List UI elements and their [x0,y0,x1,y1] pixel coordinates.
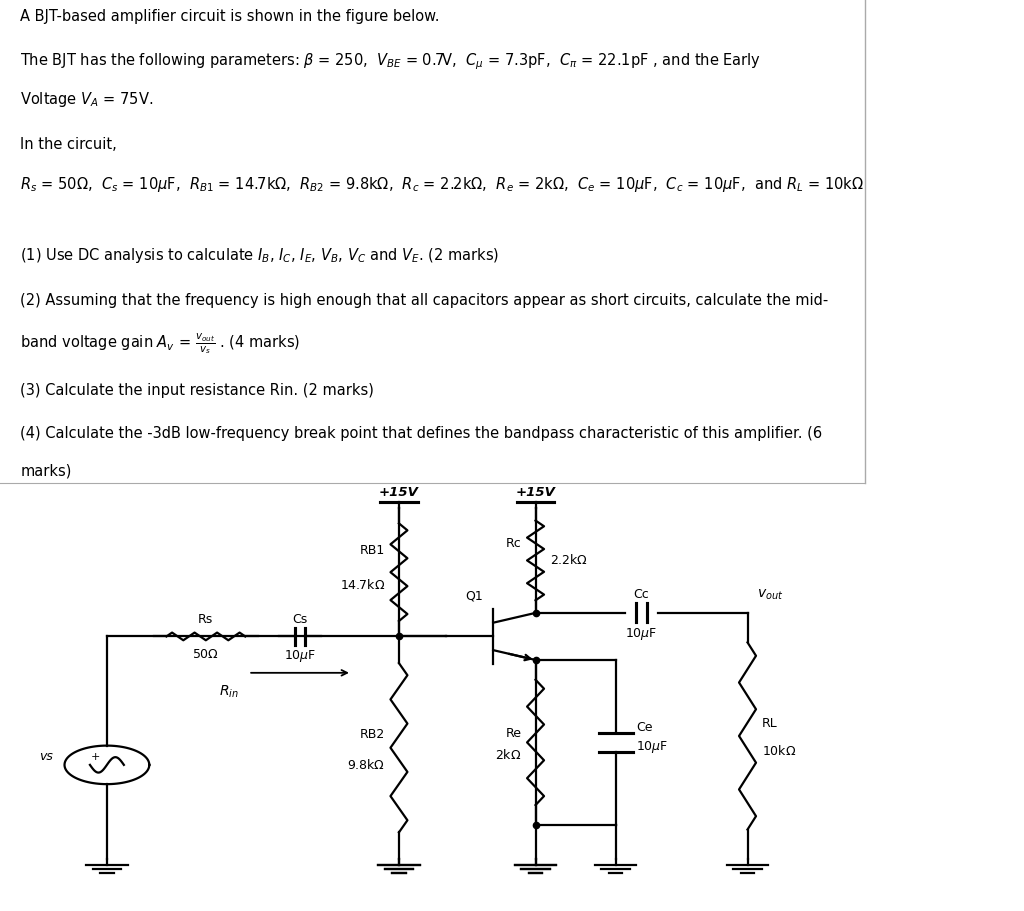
Text: Q1: Q1 [465,589,482,602]
Text: 9.8k$\Omega$: 9.8k$\Omega$ [347,758,385,772]
Text: $v_{out}$: $v_{out}$ [757,588,783,602]
Text: $R_{in}$: $R_{in}$ [219,683,240,700]
Text: (1) Use DC analysis to calculate $I_B$, $I_C$, $I_E$, $V_B$, $V_C$ and $V_E$. (2: (1) Use DC analysis to calculate $I_B$, … [20,246,500,265]
Text: vs: vs [39,750,52,763]
Text: 10$\mu$F: 10$\mu$F [284,649,316,664]
Text: (4) Calculate the -3dB low-frequency break point that defines the bandpass chara: (4) Calculate the -3dB low-frequency bre… [20,426,822,441]
Text: marks): marks) [20,464,72,479]
Text: band voltage gain $A_v$ = $\frac{v_{out}}{v_s}$ . (4 marks): band voltage gain $A_v$ = $\frac{v_{out}… [20,332,301,356]
Text: $R_s$ = 50$\Omega$,  $C_s$ = 10$\mu$F,  $R_{B1}$ = 14.7k$\Omega$,  $R_{B2}$ = 9.: $R_s$ = 50$\Omega$, $C_s$ = 10$\mu$F, $R… [20,175,864,194]
Text: Voltage $V_A$ = 75V.: Voltage $V_A$ = 75V. [20,89,154,108]
Text: 50$\Omega$: 50$\Omega$ [193,649,219,661]
Text: Cs: Cs [293,613,307,626]
Text: 2.2k$\Omega$: 2.2k$\Omega$ [550,553,588,568]
Text: 2k$\Omega$: 2k$\Omega$ [496,748,521,763]
Text: A BJT-based amplifier circuit is shown in the figure below.: A BJT-based amplifier circuit is shown i… [20,9,440,24]
Text: The BJT has the following parameters: $\beta$ = 250,  $V_{BE}$ = 0.7V,  $C_{\mu}: The BJT has the following parameters: $\… [20,52,762,72]
Text: RL: RL [762,717,777,730]
Text: 10k$\Omega$: 10k$\Omega$ [762,744,796,758]
Text: In the circuit,: In the circuit, [20,137,117,152]
Text: (2) Assuming that the frequency is high enough that all capacitors appear as sho: (2) Assuming that the frequency is high … [20,293,828,308]
Text: +15V: +15V [379,486,419,498]
Text: Rs: Rs [199,613,213,626]
Text: RB2: RB2 [359,729,385,742]
Text: Rc: Rc [506,537,521,550]
Text: Cc: Cc [634,588,649,601]
Text: 10$\mu$F: 10$\mu$F [636,739,669,754]
Text: RB1: RB1 [359,544,385,558]
Text: 10$\mu$F: 10$\mu$F [626,626,657,641]
Text: (3) Calculate the input resistance Rin. (2 marks): (3) Calculate the input resistance Rin. … [20,384,375,398]
Text: Re: Re [506,727,521,741]
Text: 14.7k$\Omega$: 14.7k$\Omega$ [340,578,385,592]
Text: Ce: Ce [636,721,653,734]
Text: +15V: +15V [516,486,555,498]
Text: +: + [91,752,100,763]
